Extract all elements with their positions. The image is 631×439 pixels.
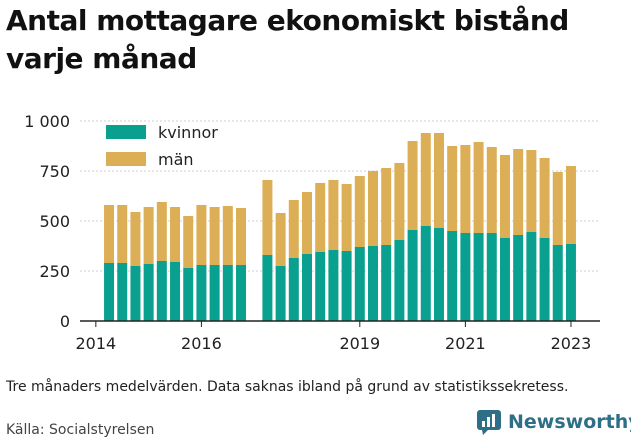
bar-man — [341, 184, 352, 251]
y-tick-label: 750 — [39, 162, 70, 181]
legend-label-man: män — [158, 150, 194, 169]
bar-man — [367, 171, 378, 246]
bar-man — [394, 163, 405, 240]
bar-man — [552, 172, 563, 245]
bar-man — [196, 205, 207, 265]
legend-label-kvinnor: kvinnor — [158, 123, 218, 142]
bar-kvinnor — [460, 233, 471, 321]
bar-kvinnor — [117, 263, 128, 321]
bar-man — [513, 149, 524, 235]
bar-kvinnor — [565, 244, 576, 321]
bar-man — [104, 205, 115, 263]
bar-kvinnor — [420, 226, 431, 321]
bar-man — [499, 155, 510, 238]
bar-man — [381, 168, 392, 245]
bar-man — [486, 147, 497, 233]
x-tick-label: 2021 — [445, 334, 486, 353]
chart-title: Antal mottagare ekonomiskt bistånd varje… — [6, 2, 626, 78]
bar-kvinnor — [328, 250, 339, 321]
bar-man — [407, 141, 418, 230]
bar-man — [302, 192, 313, 254]
bar-kvinnor — [354, 247, 365, 321]
x-axis: 2014 2016 2019 2021 2023 — [75, 320, 600, 353]
bar-man — [526, 150, 537, 232]
bar-man — [275, 213, 286, 266]
bar-kvinnor — [236, 265, 247, 321]
x-tick-label: 2014 — [75, 334, 116, 353]
bar-kvinnor — [170, 262, 181, 321]
bar-kvinnor — [394, 240, 405, 321]
bar-kvinnor — [433, 228, 444, 321]
bar-man — [460, 145, 471, 233]
y-tick-label: 0 — [60, 312, 70, 331]
bar-kvinnor — [513, 235, 524, 321]
bar-kvinnor — [447, 231, 458, 321]
x-tick-label: 2016 — [181, 334, 222, 353]
brand-name: Newsworthy — [508, 411, 631, 433]
bar-kvinnor — [143, 264, 154, 321]
bar-kvinnor — [473, 233, 484, 321]
bar-man — [315, 183, 326, 252]
y-tick-label: 250 — [39, 262, 70, 281]
bar-man — [130, 212, 141, 266]
bar-kvinnor — [222, 265, 233, 321]
bar-kvinnor — [183, 268, 194, 321]
bar-man — [447, 146, 458, 231]
bar-kvinnor — [302, 254, 313, 321]
y-tick-label: 500 — [39, 212, 70, 231]
y-axis-ticks: 0 250 500 750 1 000 — [24, 112, 70, 331]
bar-chart-logo-icon — [477, 410, 501, 435]
bar-kvinnor — [341, 251, 352, 321]
bar-man — [420, 133, 431, 226]
bar-kvinnor — [130, 266, 141, 321]
bar-kvinnor — [196, 265, 207, 321]
chart-caption: Tre månaders medelvärden. Data saknas ib… — [6, 379, 569, 395]
bar-kvinnor — [407, 230, 418, 321]
source-label: Källa: Socialstyrelsen — [6, 422, 155, 438]
bar-man — [262, 180, 273, 255]
bar-kvinnor — [275, 266, 286, 321]
bar-man — [565, 166, 576, 244]
legend-swatch-man — [106, 152, 146, 166]
legend: kvinnor män — [106, 123, 218, 169]
bar-man — [473, 142, 484, 233]
legend-swatch-kvinnor — [106, 125, 146, 139]
bar-kvinnor — [552, 245, 563, 321]
bar-man — [539, 158, 550, 238]
bar-kvinnor — [539, 238, 550, 321]
bar-kvinnor — [156, 261, 167, 321]
x-tick-label: 2023 — [551, 334, 592, 353]
chart-title-line2: varje månad — [6, 42, 197, 75]
bar-man — [117, 205, 128, 263]
bar-man — [236, 208, 247, 265]
bar-kvinnor — [315, 252, 326, 321]
bar-man — [170, 207, 181, 262]
y-tick-label: 1 000 — [24, 112, 70, 131]
bars — [104, 133, 576, 321]
bar-kvinnor — [367, 246, 378, 321]
bar-man — [183, 216, 194, 268]
chart-title-line1: Antal mottagare ekonomiskt bistånd — [6, 4, 569, 37]
stacked-bar-chart: 0 250 500 750 1 000 2014 2016 2019 2021 2023 kvi… — [24, 112, 600, 353]
bar-man — [209, 207, 220, 265]
bar-kvinnor — [486, 233, 497, 321]
bar-kvinnor — [526, 232, 537, 321]
bar-man — [143, 207, 154, 264]
newsworthy-brand: Newsworthy — [476, 409, 631, 435]
bar-kvinnor — [104, 263, 115, 321]
bar-kvinnor — [381, 245, 392, 321]
bar-man — [222, 206, 233, 265]
bar-man — [156, 202, 167, 261]
x-tick-label: 2019 — [339, 334, 380, 353]
bar-kvinnor — [209, 265, 220, 321]
bar-man — [288, 200, 299, 258]
bar-man — [433, 133, 444, 228]
bar-kvinnor — [288, 258, 299, 321]
bar-kvinnor — [499, 238, 510, 321]
bar-man — [328, 180, 339, 250]
bar-man — [354, 176, 365, 247]
bar-kvinnor — [262, 255, 273, 321]
